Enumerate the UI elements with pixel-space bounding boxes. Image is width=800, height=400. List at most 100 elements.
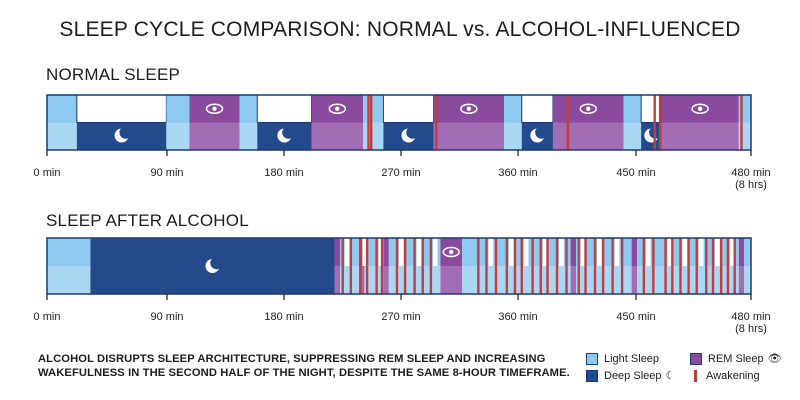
normal-deep-segment-upper-gap (76, 95, 167, 123)
normal-light-segment (623, 95, 642, 123)
moon-icon-cutout (282, 126, 295, 139)
alcohol-rem-segment-lower (334, 266, 340, 294)
alcohol-awakening-mark (485, 238, 488, 294)
normal-tick-label: 450 min (616, 167, 655, 179)
alcohol-awakening-mark (413, 238, 416, 294)
alcohol-awakening-mark (687, 238, 690, 294)
alcohol-light-segment (47, 238, 91, 266)
alcohol-awakening-mark (642, 238, 646, 294)
alcohol-wake-gap (614, 238, 620, 266)
legend-awakening-label: Awakening (706, 369, 760, 382)
alcohol-wake-gap (698, 238, 704, 266)
alcohol-bar-outline (46, 237, 752, 295)
legend-deep-sleep: Deep Sleep ☾ (586, 367, 675, 384)
normal-light-segment (363, 95, 384, 123)
legend-rem-sleep-label: REM Sleep (708, 352, 764, 365)
normal-deep-segment-upper-gap (257, 95, 312, 123)
alcohol-tick-label: 180 min (264, 311, 303, 323)
alcohol-awakening-mark (494, 238, 498, 294)
alcohol-awakening-mark (719, 238, 723, 294)
normal-bar-outline (46, 94, 752, 151)
moon-icon-cutout (210, 256, 223, 270)
legend-awakening: Awakening (690, 367, 782, 384)
alcohol-light-segment-lower (339, 266, 359, 294)
alcohol-awakening-mark (505, 238, 509, 294)
alcohol-light-segment-lower (364, 266, 384, 294)
normal-tick-sublabel: (8 hrs) (735, 179, 767, 191)
alcohol-rem-segment-lower (570, 266, 577, 294)
eye-icon: 👁 (767, 353, 782, 365)
alcohol-rem-segment (738, 238, 745, 266)
normal-tick-label: 360 min (498, 167, 537, 179)
alcohol-rem-segment-lower (631, 266, 638, 294)
alcohol-wake-gap (597, 238, 602, 266)
alcohol-awakening-mark (577, 238, 580, 294)
alcohol-wake-gap (559, 238, 564, 266)
alcohol-rem-segment-lower (383, 266, 389, 294)
alcohol-tick-sublabel: (8 hrs) (735, 323, 767, 335)
light-sleep-swatch (586, 352, 598, 365)
caption-note: ALCOHOL DISRUPTS SLEEP ARCHITECTURE, SUP… (38, 353, 570, 379)
legend-left: Light Sleep Deep Sleep ☾ (586, 350, 675, 384)
normal-awakening-mark (740, 95, 743, 150)
alcohol-awakening-mark (555, 238, 559, 294)
eye-icon (579, 103, 597, 114)
normal-light-segment-lower (166, 122, 190, 150)
deep-sleep-swatch (586, 369, 598, 382)
alcohol-awakening-mark (679, 238, 682, 294)
alcohol-wake-gap (398, 238, 404, 266)
alcohol-light-segment-lower (744, 266, 751, 294)
eye-icon-pupil (449, 249, 454, 255)
alcohol-wake-gap (542, 238, 548, 266)
alcohol-awakening-mark (584, 238, 587, 294)
alcohol-awakening-mark (539, 238, 542, 294)
alcohol-wake-gap (729, 238, 735, 266)
alcohol-awakening-mark (695, 238, 698, 294)
eye-icon-pupil (697, 106, 703, 111)
moon-icon-cutout (535, 126, 548, 139)
normal-tick-label: 180 min (264, 167, 303, 179)
eye-icon (328, 103, 347, 114)
alcohol-wake-gap (682, 238, 688, 266)
alcohol-awakening-mark (593, 238, 597, 294)
alcohol-light-segment (462, 238, 571, 266)
alcohol-awakening-mark (520, 238, 523, 294)
page-title: SLEEP CYCLE COMPARISON: NORMAL vs. ALCOH… (59, 18, 741, 41)
normal-awakening-mark (435, 95, 438, 150)
alcohol-light-segment-lower (47, 266, 91, 294)
alcohol-awakening-mark (726, 238, 730, 294)
alcohol-awakening-mark (565, 238, 568, 294)
alcohol-awakening-mark (349, 238, 353, 294)
alcohol-rem-segment-lower (738, 266, 745, 294)
legend-right: REM Sleep 👁 Awakening (690, 350, 782, 384)
normal-rem-segment-lower (433, 122, 505, 150)
moon-icon-cutout (406, 126, 419, 139)
alcohol-wake-gap (362, 238, 368, 266)
normal-awakening-mark (369, 95, 373, 150)
normal-awakening-mark (653, 95, 656, 150)
alcohol-awakening-mark (421, 238, 424, 294)
eye-icon-pupil (466, 106, 472, 111)
alcohol-wake-gap (667, 238, 673, 266)
alcohol-tick-label: 90 min (150, 311, 183, 323)
normal-tick-label: 0 min (34, 167, 61, 179)
normal-deep-segment-upper-gap (641, 95, 662, 123)
alcohol-rem-segment (570, 238, 577, 266)
alcohol-tick-label: 0 min (34, 311, 61, 323)
alcohol-rem-segment (358, 238, 365, 266)
alcohol-awakening-mark (513, 238, 517, 294)
sleep-timeline-chart: 0 min 90 min 180 min 270 min 360 min 450 min 4… (34, 94, 771, 335)
alcohol-tick-label: 360 min (498, 311, 537, 323)
alcohol-sleep-label: SLEEP AFTER ALCOHOL (46, 211, 249, 230)
normal-light-segment-lower (363, 122, 384, 150)
normal-light-segment-lower (623, 122, 642, 150)
moon-icon: ☾ (665, 370, 676, 382)
eye-icon-pupil (335, 106, 340, 111)
alcohol-wake-gap (580, 238, 586, 266)
alcohol-wake-gap (645, 238, 651, 266)
eye-icon (691, 103, 709, 114)
alcohol-awakening-mark (652, 238, 655, 294)
eye-icon-pupil (212, 106, 217, 111)
alcohol-awakening-mark (531, 238, 534, 294)
alcohol-awakening-mark (611, 238, 614, 294)
